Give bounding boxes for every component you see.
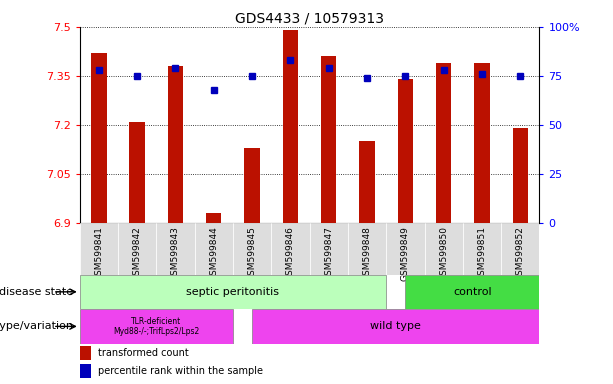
Text: GSM599843: GSM599843 — [171, 226, 180, 281]
Bar — [80, 346, 91, 360]
Bar — [398, 79, 413, 223]
Bar — [80, 275, 386, 309]
FancyBboxPatch shape — [386, 223, 424, 275]
Text: GSM599846: GSM599846 — [286, 226, 295, 281]
Text: GSM599844: GSM599844 — [209, 226, 218, 281]
Text: genotype/variation: genotype/variation — [0, 321, 74, 331]
Bar — [129, 121, 145, 223]
Bar — [321, 56, 337, 223]
Text: GSM599847: GSM599847 — [324, 226, 333, 281]
Bar — [168, 66, 183, 223]
FancyBboxPatch shape — [233, 223, 271, 275]
FancyBboxPatch shape — [501, 223, 539, 275]
Text: GSM599852: GSM599852 — [516, 226, 525, 281]
Text: transformed count: transformed count — [98, 348, 189, 358]
Text: GSM599848: GSM599848 — [362, 226, 371, 281]
Text: GSM599841: GSM599841 — [94, 226, 104, 281]
Bar — [80, 309, 233, 344]
Bar — [405, 275, 558, 309]
Bar — [436, 63, 451, 223]
FancyBboxPatch shape — [118, 223, 156, 275]
Bar — [80, 364, 91, 378]
Bar — [283, 30, 298, 223]
Bar — [359, 141, 375, 223]
Text: GSM599845: GSM599845 — [248, 226, 257, 281]
FancyBboxPatch shape — [463, 223, 501, 275]
Text: GSM599850: GSM599850 — [439, 226, 448, 281]
Bar — [206, 213, 221, 223]
FancyBboxPatch shape — [80, 223, 118, 275]
Bar — [245, 147, 260, 223]
Text: percentile rank within the sample: percentile rank within the sample — [98, 366, 263, 376]
Text: GSM599849: GSM599849 — [401, 226, 410, 281]
Text: disease state: disease state — [0, 287, 74, 297]
FancyBboxPatch shape — [348, 223, 386, 275]
Bar — [91, 53, 107, 223]
FancyBboxPatch shape — [310, 223, 348, 275]
Title: GDS4433 / 10579313: GDS4433 / 10579313 — [235, 12, 384, 26]
Text: septic peritonitis: septic peritonitis — [186, 287, 280, 297]
FancyBboxPatch shape — [424, 223, 463, 275]
Text: GSM599851: GSM599851 — [478, 226, 487, 281]
Bar — [252, 309, 558, 344]
Bar — [512, 128, 528, 223]
FancyBboxPatch shape — [195, 223, 233, 275]
Text: wild type: wild type — [370, 321, 421, 331]
Text: GSM599842: GSM599842 — [132, 226, 142, 281]
Text: TLR-deficient
Myd88-/-;TrifLps2/Lps2: TLR-deficient Myd88-/-;TrifLps2/Lps2 — [113, 317, 199, 336]
FancyBboxPatch shape — [156, 223, 195, 275]
Text: control: control — [453, 287, 492, 297]
Bar — [474, 63, 490, 223]
FancyBboxPatch shape — [271, 223, 310, 275]
